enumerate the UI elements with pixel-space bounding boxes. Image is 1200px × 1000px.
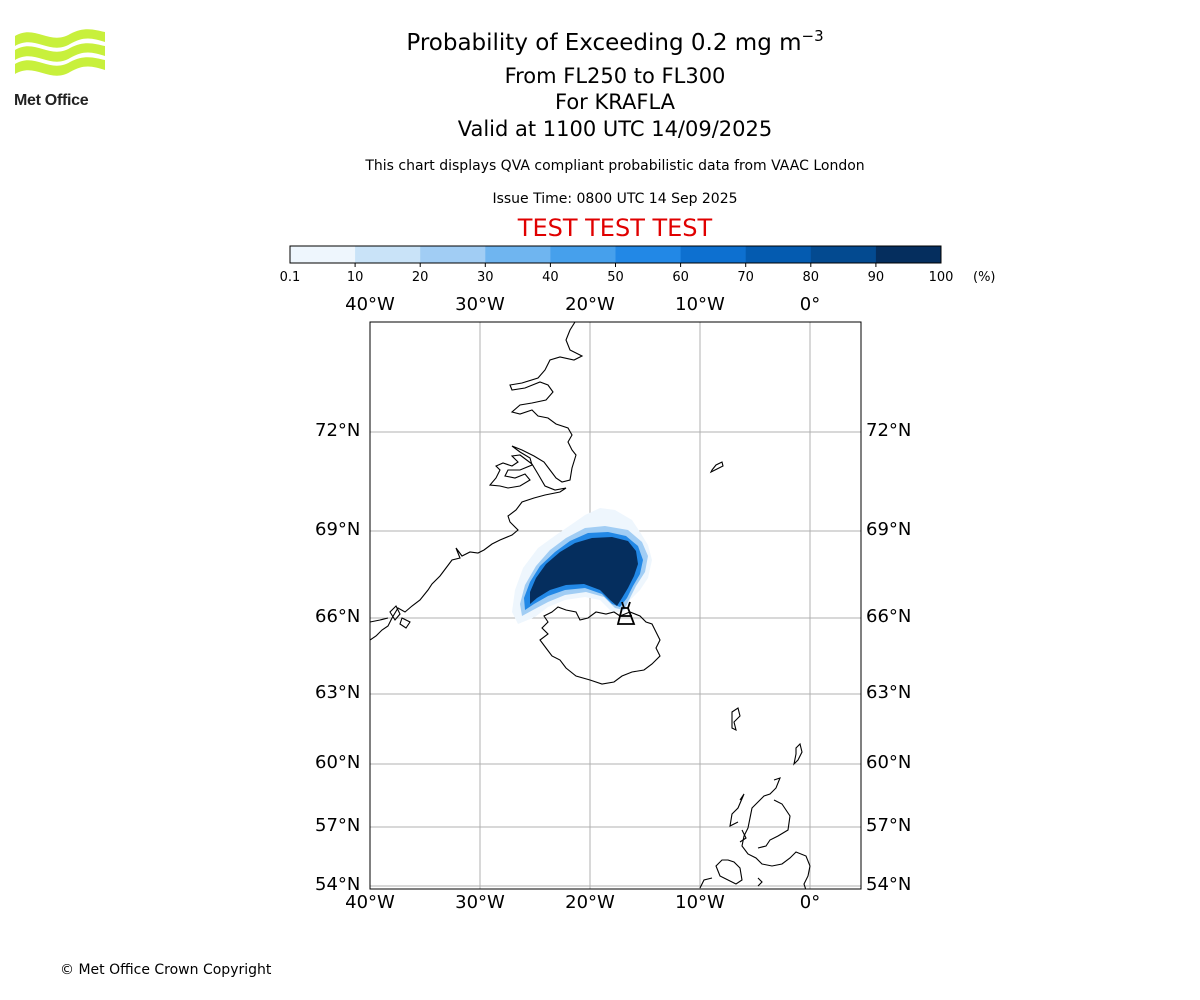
latitude-label-left: 63°N xyxy=(315,682,361,703)
latitude-label-left: 69°N xyxy=(315,519,361,540)
longitude-label-top: 0° xyxy=(799,294,821,315)
colorbar-tick-label: 90 xyxy=(867,270,885,285)
longitude-label-top: 10°W xyxy=(675,294,725,315)
latitude-label-right: 54°N xyxy=(866,874,912,895)
colorbar-tick-label: 30 xyxy=(477,270,494,285)
latitude-label-right: 60°N xyxy=(866,752,912,773)
colorbar-tick-label: 50 xyxy=(607,270,624,285)
longitude-label-bottom: 30°W xyxy=(455,892,505,913)
jan-mayen-coast xyxy=(709,461,724,474)
latitude-label-left: 57°N xyxy=(315,815,361,836)
colorbar-tick-label: 80 xyxy=(802,270,820,285)
test-banner: TEST TEST TEST xyxy=(517,214,713,242)
coastlines xyxy=(370,322,811,889)
longitude-label-top: 30°W xyxy=(455,294,505,315)
issue-time: Issue Time: 0800 UTC 14 Sep 2025 xyxy=(492,191,738,207)
longitude-label-top: 40°W xyxy=(345,294,395,315)
volcano-name: For KRAFLA xyxy=(555,90,675,114)
valid-time: Valid at 1100 UTC 14/09/2025 xyxy=(457,117,773,141)
colorbar-tick-label: 70 xyxy=(737,270,754,285)
colorbar-unit: (%) xyxy=(973,270,996,285)
longitude-label-top: 20°W xyxy=(565,294,615,315)
flight-level-range: From FL250 to FL300 xyxy=(504,64,726,88)
longitude-label-bottom: 0° xyxy=(799,892,821,913)
colorbar-tick-label: 60 xyxy=(672,270,689,285)
colorbar-tick-label: 10 xyxy=(346,270,364,285)
chart-title: Probability of Exceeding 0.2 mg m−3 xyxy=(406,27,824,56)
copyright-notice: © Met Office Crown Copyright xyxy=(60,962,272,978)
latitude-label-left: 72°N xyxy=(315,420,361,441)
colorbar-tick-label: 40 xyxy=(542,270,559,285)
longitude-label-bottom: 20°W xyxy=(565,892,615,913)
colorbar-tick-label: 20 xyxy=(411,270,429,285)
colorbar-tick-label: 100 xyxy=(928,270,954,285)
colorbar-tick-label: 0.1 xyxy=(279,270,301,285)
latitude-label-right: 66°N xyxy=(866,606,912,627)
longitude-label-bottom: 40°W xyxy=(345,892,395,913)
latitude-label-right: 69°N xyxy=(866,519,912,540)
iceland-coast xyxy=(539,606,661,685)
latitude-label-right: 72°N xyxy=(866,420,912,441)
latitude-label-left: 54°N xyxy=(315,874,361,895)
latitude-label-left: 60°N xyxy=(315,752,361,773)
shetland-coast xyxy=(793,742,803,766)
greenland-coast xyxy=(370,322,584,641)
scotland-coast xyxy=(741,777,811,889)
chart-description: This chart displays QVA compliant probab… xyxy=(365,158,865,174)
faroe-coast xyxy=(731,707,741,732)
ash-probability-field xyxy=(512,508,652,624)
plume-core xyxy=(530,537,638,606)
volcano-marker-icon xyxy=(616,601,636,625)
logo-text: Met Office xyxy=(14,92,89,109)
latitude-label-left: 66°N xyxy=(315,606,361,627)
latitude-label-right: 57°N xyxy=(866,815,912,836)
latitude-label-right: 63°N xyxy=(866,682,912,703)
longitude-label-bottom: 10°W xyxy=(675,892,725,913)
